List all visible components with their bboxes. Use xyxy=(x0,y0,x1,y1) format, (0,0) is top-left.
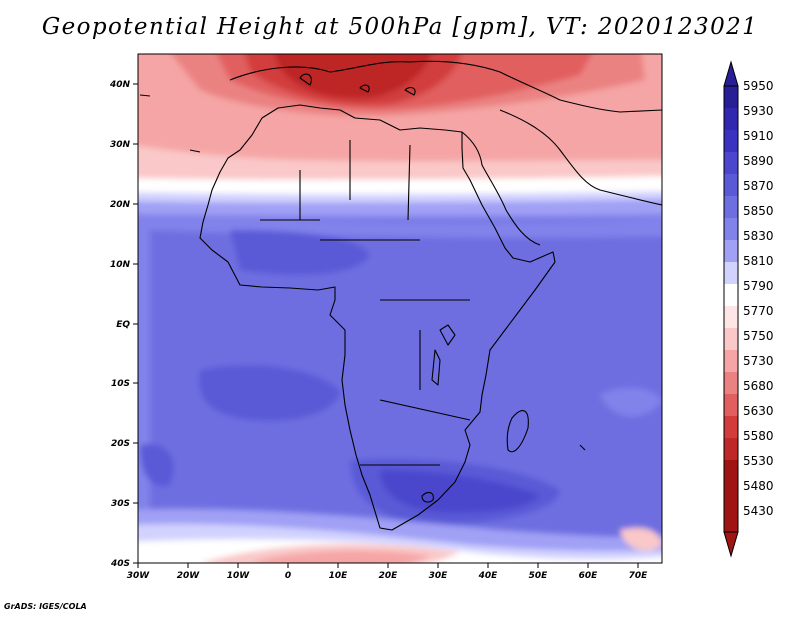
colorbar-level-label: 5910 xyxy=(743,129,774,143)
credit-label: GrADS: IGES/COLA xyxy=(4,602,87,611)
x-tick-label: 60E xyxy=(579,571,599,581)
colorbar-swatch xyxy=(724,284,738,306)
colorbar-level-label: 5530 xyxy=(743,454,774,468)
colorbar-swatch xyxy=(724,262,738,284)
map-title: Geopotential Height at 500hPa [gpm], VT:… xyxy=(41,14,759,40)
coastlines xyxy=(139,60,662,531)
colorbar-swatch xyxy=(724,86,738,108)
x-tick-label: 10E xyxy=(329,571,349,581)
y-tick-label: 20S xyxy=(111,439,130,449)
colorbar: 5950 5930 5910 5890 5870 5850 5830 5810 … xyxy=(723,60,774,558)
colorbar-swatch xyxy=(724,416,738,438)
colorbar-level-label: 5890 xyxy=(743,154,774,168)
y-tick-label: 10S xyxy=(111,379,130,389)
colorbar-level-label: 5750 xyxy=(743,329,774,343)
colorbar-level-label: 5930 xyxy=(743,104,774,118)
colorbar-level-label: 5580 xyxy=(743,429,774,443)
colorbar-level-label: 5790 xyxy=(743,279,774,293)
y-tick-label: 10N xyxy=(110,260,131,270)
colorbar-swatch xyxy=(724,130,738,152)
y-tick-label: EQ xyxy=(116,320,130,330)
map-frame xyxy=(137,53,663,564)
colorbar-swatch xyxy=(724,372,738,394)
x-tick-label: 30E xyxy=(429,571,449,581)
colorbar-swatch xyxy=(724,240,738,262)
colorbar-level-label: 5630 xyxy=(743,404,774,418)
colorbar-level-label: 5950 xyxy=(743,79,774,93)
colorbar-swatch xyxy=(724,438,738,460)
colorbar-swatch xyxy=(724,218,738,240)
x-tick-label: 10W xyxy=(227,571,251,581)
colorbar-level-label: 5850 xyxy=(743,204,774,218)
colorbar-swatch xyxy=(724,350,738,372)
y-tick-label: 40S xyxy=(110,559,130,569)
colorbar-swatch xyxy=(724,108,738,130)
colorbar-swatch xyxy=(724,174,738,196)
y-tick-label: 40N xyxy=(109,80,131,90)
x-tick-label: 20W xyxy=(177,571,201,581)
x-tick-label: 50E xyxy=(529,571,549,581)
colorbar-level-label: 5680 xyxy=(743,379,774,393)
colorbar-bottom-arrow xyxy=(723,531,739,558)
x-tick-label: 0 xyxy=(285,571,291,581)
colorbar-swatch xyxy=(724,196,738,218)
colorbar-level-label: 5480 xyxy=(743,479,774,493)
y-tick-label: 20N xyxy=(110,200,131,210)
height-field xyxy=(138,54,662,563)
colorbar-level-label: 5830 xyxy=(743,229,774,243)
colorbar-top-arrow xyxy=(723,60,739,87)
x-tick-label: 20E xyxy=(379,571,399,581)
colorbar-swatch xyxy=(724,306,738,328)
y-tick-label: 30N xyxy=(110,140,131,150)
colorbar-level-label: 5730 xyxy=(743,354,774,368)
y-tick-label: 30S xyxy=(111,499,130,509)
colorbar-swatch xyxy=(724,504,738,532)
colorbar-swatch xyxy=(724,460,738,482)
colorbar-swatch xyxy=(724,394,738,416)
x-tick-label: 70E xyxy=(629,571,649,581)
colorbar-level-label: 5870 xyxy=(743,179,774,193)
x-tick-label: 40E xyxy=(478,571,499,581)
colorbar-level-label: 5810 xyxy=(743,254,774,268)
colorbar-swatch xyxy=(724,328,738,350)
colorbar-swatch xyxy=(724,482,738,504)
x-tick-label: 30W xyxy=(127,571,151,581)
colorbar-level-label: 5770 xyxy=(743,304,774,318)
colorbar-level-label: 5430 xyxy=(743,504,774,518)
colorbar-swatch xyxy=(724,152,738,174)
